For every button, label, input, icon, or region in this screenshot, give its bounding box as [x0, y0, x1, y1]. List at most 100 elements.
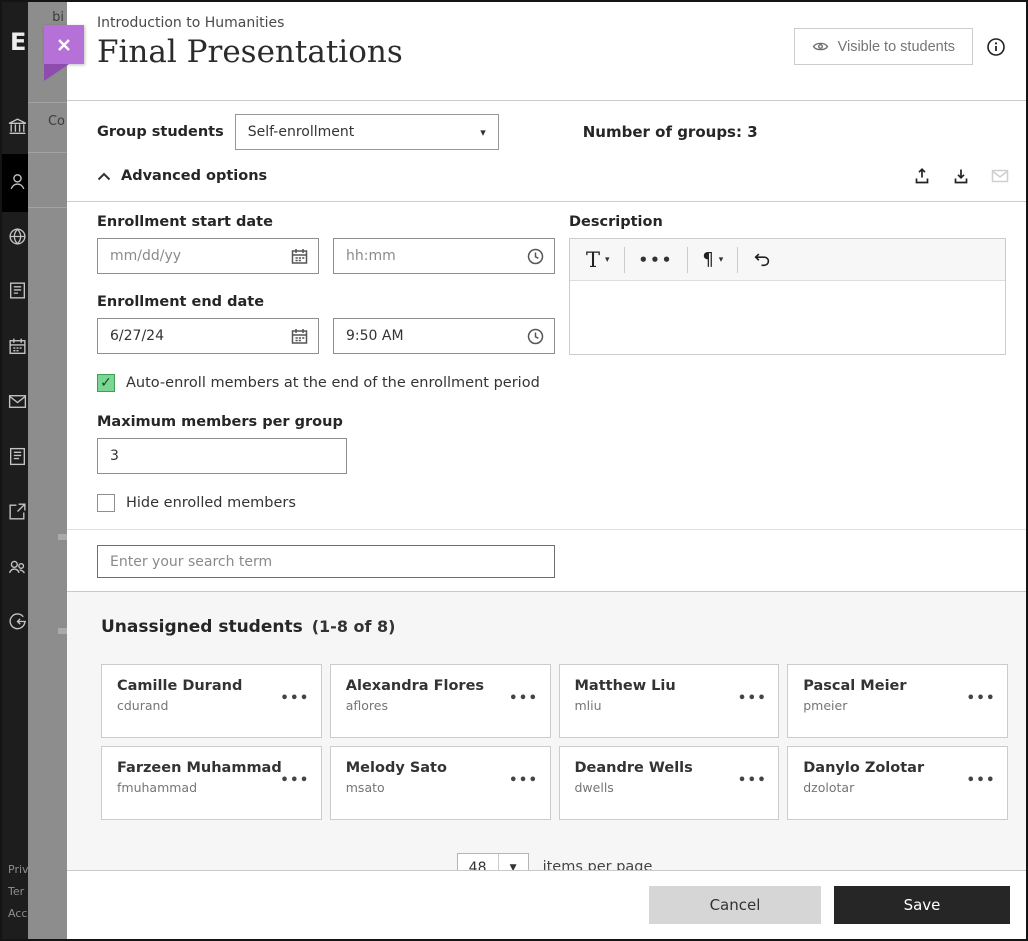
undo-icon[interactable]	[752, 251, 771, 268]
end-date-input[interactable]	[98, 319, 318, 353]
chevron-up-icon	[97, 172, 111, 180]
auto-enroll-checkbox-row[interactable]: ✓ Auto-enroll members at the end of the …	[97, 374, 555, 392]
end-time-field	[333, 318, 555, 354]
caret-down-icon: ▾	[718, 254, 724, 265]
group-students-select[interactable]: Self-enrollment ▾	[234, 114, 499, 150]
max-members-label: Maximum members per group	[97, 414, 343, 430]
underlay-divider	[28, 152, 67, 153]
student-card[interactable]: Matthew Liu mliu •••	[558, 664, 780, 738]
student-username: cdurand	[117, 698, 169, 713]
student-username: dwells	[574, 780, 614, 795]
search-input[interactable]	[97, 545, 555, 578]
accessibility-link[interactable]: Acc	[8, 907, 28, 920]
student-username: fmuhammad	[117, 780, 198, 795]
hide-members-checkbox-row[interactable]: Hide enrolled members	[97, 494, 555, 512]
profile-icon[interactable]	[7, 171, 28, 192]
page-title[interactable]: Final Presentations	[97, 34, 403, 70]
student-menu-icon[interactable]: •••	[966, 691, 996, 706]
student-name: Farzeen Muhammad	[117, 760, 282, 776]
external-tool-icon[interactable]	[7, 501, 28, 522]
student-card[interactable]: Pascal Meier pmeier •••	[787, 664, 1008, 738]
unassigned-students-range: (1-8 of 8)	[311, 617, 396, 636]
end-time-input[interactable]	[334, 319, 554, 353]
start-time-input[interactable]	[334, 239, 554, 273]
student-name: Camille Durand	[117, 678, 243, 694]
start-date-field	[97, 238, 319, 274]
student-name: Deandre Wells	[574, 760, 693, 776]
messages-icon[interactable]	[7, 391, 28, 412]
student-grid: Camille Durand cdurand ••• Alexandra Flo…	[101, 664, 1008, 820]
gradebook-icon[interactable]	[7, 446, 28, 467]
brand-logo-fragment: E	[10, 28, 27, 56]
breadcrumb-course-name: Introduction to Humanities	[97, 15, 285, 31]
student-menu-icon[interactable]: •••	[509, 773, 539, 788]
student-card[interactable]: Deandre Wells dwells •••	[558, 746, 780, 820]
cancel-button[interactable]: Cancel	[649, 886, 821, 924]
student-menu-icon[interactable]: •••	[966, 773, 996, 788]
import-download-icon[interactable]	[951, 166, 971, 186]
left-nav-rail: E Priv Ter Acc	[2, 2, 28, 939]
student-name: Melody Sato	[345, 760, 447, 776]
more-tools-button[interactable]: •••	[638, 250, 674, 269]
student-menu-icon[interactable]: •••	[737, 773, 768, 788]
auto-enroll-checkbox-checked[interactable]: ✓	[97, 374, 115, 392]
group-controls-band: Group students Self-enrollment ▾ Number …	[67, 101, 1026, 202]
calendar-nav-icon[interactable]	[7, 336, 28, 357]
close-icon	[58, 38, 70, 51]
student-menu-icon[interactable]: •••	[737, 691, 768, 706]
student-card[interactable]: Melody Sato msato •••	[329, 746, 551, 820]
student-card[interactable]: Alexandra Flores aflores •••	[329, 664, 551, 738]
description-textarea[interactable]	[570, 281, 1005, 354]
save-button[interactable]: Save	[834, 886, 1010, 924]
student-username: aflores	[345, 698, 388, 713]
terms-link[interactable]: Ter	[8, 885, 25, 898]
clock-icon[interactable]	[526, 327, 545, 346]
dimmed-page-underlay: bi Co	[28, 2, 67, 939]
student-menu-icon[interactable]: •••	[280, 773, 310, 788]
globe-icon[interactable]	[7, 226, 28, 247]
paragraph-style-button[interactable]: ¶ ▾	[702, 249, 724, 270]
student-menu-icon[interactable]: •••	[509, 691, 539, 706]
hide-members-checkbox-unchecked[interactable]	[97, 494, 115, 512]
student-name: Danylo Zolotar	[803, 760, 925, 776]
student-username: mliu	[574, 698, 602, 713]
visibility-dropdown-button[interactable]: Visible to students	[793, 28, 973, 65]
export-upload-icon[interactable]	[912, 166, 932, 186]
sign-out-icon[interactable]	[7, 611, 28, 632]
toolbar-divider	[737, 246, 739, 273]
student-card[interactable]: Camille Durand cdurand •••	[101, 664, 322, 738]
eye-icon	[812, 42, 828, 51]
enrollment-start-label: Enrollment start date	[97, 214, 273, 230]
start-date-input[interactable]	[98, 239, 318, 273]
student-username: dzolotar	[803, 780, 855, 795]
advanced-options-toggle[interactable]: Advanced options	[97, 168, 267, 184]
student-name: Matthew Liu	[574, 678, 676, 694]
advanced-options-form: Enrollment start date Enrollment end dat…	[67, 202, 1026, 529]
max-members-input[interactable]	[97, 438, 347, 474]
text-style-button[interactable]: T ▾	[586, 247, 610, 272]
groups-icon[interactable]	[7, 556, 28, 577]
calendar-icon[interactable]	[290, 327, 309, 346]
privacy-link[interactable]: Priv	[8, 863, 28, 876]
hide-members-label: Hide enrolled members	[126, 495, 296, 511]
student-card[interactable]: Danylo Zolotar dzolotar •••	[787, 746, 1008, 820]
caret-down-icon: ▼	[497, 854, 528, 882]
start-time-field	[333, 238, 555, 274]
institution-icon[interactable]	[7, 116, 28, 137]
number-of-groups-text: Number of groups: 3	[582, 123, 758, 141]
ribbon-fold	[44, 64, 69, 81]
student-card[interactable]: Farzeen Muhammad fmuhammad •••	[101, 746, 322, 820]
calendar-icon[interactable]	[290, 247, 309, 266]
active-nav-highlight	[2, 154, 28, 212]
clock-icon[interactable]	[526, 247, 545, 266]
content-page-icon[interactable]	[7, 280, 28, 301]
underlay-nav-fragment: Co	[47, 114, 65, 129]
underlay-scroll-notch	[58, 534, 67, 540]
toolbar-divider	[687, 246, 689, 273]
underlay-divider	[28, 102, 67, 103]
info-icon[interactable]	[986, 37, 1006, 57]
message-members-icon-disabled	[990, 166, 1010, 186]
student-menu-icon[interactable]: •••	[280, 691, 310, 706]
close-panel-button[interactable]	[44, 25, 84, 81]
